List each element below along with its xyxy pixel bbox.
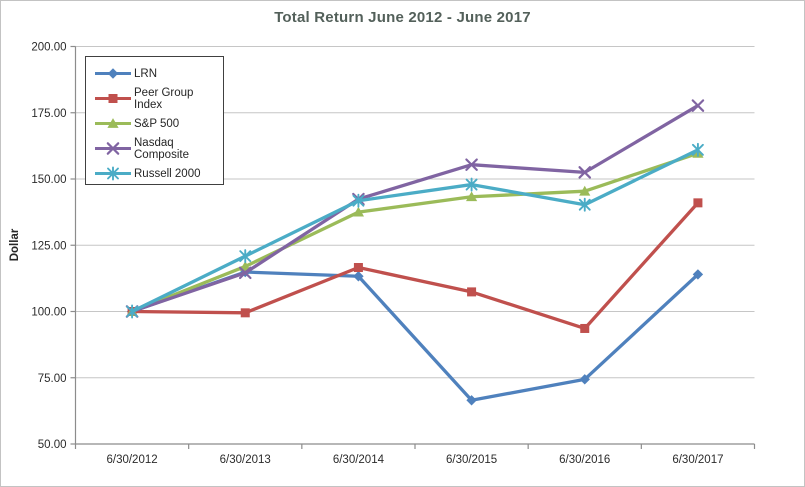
triangle-marker-icon (352, 206, 365, 217)
x-tick-label: 6/30/2016 (559, 454, 610, 466)
y-tick-label: 125.00 (31, 240, 66, 252)
y-tick-label: 75.00 (38, 373, 67, 385)
series-line-russell-2000 (131, 148, 699, 313)
diamond-marker-icon (353, 271, 364, 282)
x-tick-label: 6/30/2013 (220, 454, 271, 466)
asterisk-marker-icon (239, 249, 252, 264)
legend-item-s-p-500: S&P 500 (94, 111, 223, 136)
legend-label: Peer Group Index (134, 86, 194, 111)
triangle-marker-icon (239, 261, 251, 271)
legend: LRN Peer Group Index S&P 500 Nasdaq Composi… (85, 56, 224, 185)
x-tick-label: 6/30/2017 (672, 454, 723, 466)
series-line-s-p-500 (131, 151, 699, 314)
y-tick-label: 50.00 (38, 439, 67, 451)
square-marker-icon (108, 94, 118, 103)
square-marker-icon (580, 323, 590, 333)
series-line-lrn (131, 270, 700, 402)
asterisk-marker-icon (107, 166, 119, 181)
triangle-marker-icon (465, 191, 478, 202)
square-marker-icon (353, 263, 363, 273)
legend-swatch (95, 118, 131, 128)
y-tick-label: 150.00 (31, 174, 66, 186)
triangle-marker-icon (107, 118, 119, 128)
legend-label: LRN (134, 67, 158, 80)
legend-swatch (95, 166, 131, 181)
x-marker-icon (465, 158, 478, 171)
asterisk-marker-icon (465, 177, 478, 192)
legend-item-lrn: LRN (94, 61, 223, 86)
x-marker-icon (238, 266, 252, 280)
square-marker-icon (693, 198, 703, 208)
diamond-marker-icon (107, 68, 119, 79)
legend-swatch (95, 94, 131, 103)
legend-swatch (95, 142, 131, 155)
chart-title: Total Return June 2012 - June 2017 (274, 9, 531, 26)
x-tick-label: 6/30/2014 (333, 454, 385, 466)
square-marker-icon (467, 287, 477, 297)
x-marker-icon (578, 166, 592, 179)
legend-label: Nasdaq Composite (134, 136, 189, 161)
legend-item-nasdaq-composite: Nasdaq Composite (94, 136, 223, 161)
asterisk-marker-icon (126, 304, 139, 319)
asterisk-marker-icon (352, 193, 365, 208)
y-tick-label: 200.00 (31, 42, 66, 54)
y-tick-label: 100.00 (31, 307, 66, 319)
triangle-marker-icon (579, 185, 591, 196)
legend-label: S&P 500 (134, 117, 180, 130)
series-line-nasdaq-composite (131, 104, 699, 314)
legend-item-russell-2000: Russell 2000 (94, 161, 223, 186)
legend-swatch (95, 68, 131, 79)
x-marker-icon (691, 99, 705, 112)
diamond-marker-icon (692, 269, 704, 280)
x-tick-label: 6/30/2015 (446, 454, 497, 466)
legend-label: Russell 2000 (134, 167, 201, 180)
asterisk-marker-icon (578, 197, 591, 212)
diamond-marker-icon (466, 395, 477, 406)
legend-item-peer-group-index: Peer Group Index (94, 86, 223, 111)
y-tick-label: 175.00 (31, 108, 66, 120)
square-marker-icon (240, 308, 250, 318)
x-tick-label: 6/30/2012 (106, 454, 157, 466)
diamond-marker-icon (579, 374, 590, 385)
asterisk-marker-icon (691, 142, 704, 157)
x-marker-icon (106, 142, 120, 155)
series-line-peer-group-index (132, 201, 700, 331)
